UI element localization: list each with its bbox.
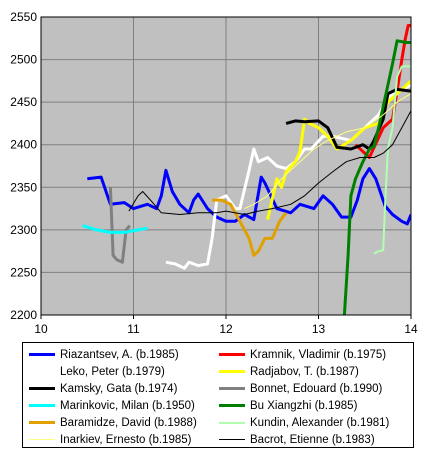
x-tick-label: 13 (312, 322, 326, 336)
series-line-5 (108, 187, 131, 264)
legend-item: Inarkiev, Ernesto (b.1985) (29, 431, 191, 448)
legend-label: Kamsky, Gata (b.1974) (60, 382, 178, 395)
legend-swatch (219, 439, 245, 440)
series-line-6 (82, 224, 148, 234)
legend-label: Inarkiev, Ernesto (b.1985) (60, 433, 192, 446)
legend-label: Baramidze, David (b.1988) (60, 416, 197, 429)
legend-swatch (29, 421, 55, 424)
legend-swatch (29, 404, 55, 407)
legend-item: Baramidze, David (b.1988) (29, 414, 197, 431)
series-line-0 (87, 167, 411, 226)
y-tick-label: 2250 (10, 265, 37, 279)
series-line-8 (212, 198, 288, 257)
y-tick-label: 2450 (10, 95, 37, 109)
legend-swatch (29, 387, 55, 390)
legend-label: Bu Xiangzhi (b.1985) (250, 399, 358, 412)
legend-label: Bonnet, Edouard (b.1990) (250, 382, 383, 395)
series-line-10 (244, 93, 411, 210)
legend-item: Leko, Peter (b.1979) (29, 363, 165, 380)
legend-swatch (219, 370, 245, 373)
legend-item: Marinkovic, Milan (b.1950) (29, 397, 195, 414)
legend-swatch (29, 370, 55, 373)
legend: Riazantsev, A. (b.1985) Kramnik, Vladimir… (22, 342, 414, 448)
series-line-11 (128, 110, 411, 215)
y-tick-label: 2500 (10, 53, 37, 67)
y-tick-label: 2350 (10, 180, 37, 194)
legend-label: Kramnik, Vladimir (b.1975) (250, 348, 387, 361)
legend-swatch (29, 439, 55, 440)
x-tick-label: 11 (127, 322, 140, 336)
legend-label: Leko, Peter (b.1979) (60, 365, 165, 378)
x-tick-label: 14 (404, 322, 418, 336)
legend-label: Marinkovic, Milan (b.1950) (60, 399, 195, 412)
legend-item: Bacrot, Etienne (b.1983) (219, 431, 375, 448)
legend-item: Bu Xiangzhi (b.1985) (219, 397, 357, 414)
y-tick-label: 2400 (10, 138, 37, 152)
legend-label: Bacrot, Etienne (b.1983) (250, 433, 375, 446)
legend-item: Bonnet, Edouard (b.1990) (219, 380, 382, 397)
y-tick-label: 2550 (10, 10, 37, 24)
legend-swatch (219, 353, 245, 356)
legend-item: Kundin, Alexander (b.1981) (219, 414, 389, 431)
legend-item: Kamsky, Gata (b.1974) (29, 380, 177, 397)
series-line-7 (342, 39, 411, 315)
x-tick-label: 10 (34, 322, 48, 336)
plot-border (40, 16, 412, 316)
y-tick-label: 2200 (10, 308, 37, 322)
legend-label: Kundin, Alexander (b.1981) (250, 416, 390, 429)
legend-swatch (219, 404, 245, 407)
legend-label: Riazantsev, A. (b.1985) (60, 348, 179, 361)
series-line-3 (266, 79, 411, 220)
x-tick-label: 12 (219, 322, 233, 336)
legend-swatch (219, 421, 245, 424)
legend-item: Radjabov, T. (b.1987) (219, 363, 359, 380)
series-line-4 (285, 87, 411, 151)
y-tick-label: 2300 (10, 223, 37, 237)
legend-item: Kramnik, Vladimir (b.1975) (219, 346, 386, 363)
legend-label: Radjabov, T. (b.1987) (250, 365, 359, 378)
legend-item: Riazantsev, A. (b.1985) (29, 346, 179, 363)
legend-swatch (219, 387, 245, 390)
legend-swatch (29, 353, 55, 356)
